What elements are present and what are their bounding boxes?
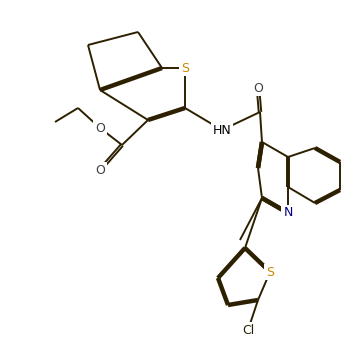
Text: O: O <box>253 82 263 95</box>
Text: Cl: Cl <box>242 323 254 336</box>
Text: O: O <box>95 163 105 176</box>
Text: S: S <box>181 61 189 74</box>
Text: HN: HN <box>213 124 232 137</box>
Text: S: S <box>266 265 274 279</box>
Text: N: N <box>283 207 293 220</box>
Text: O: O <box>95 121 105 134</box>
